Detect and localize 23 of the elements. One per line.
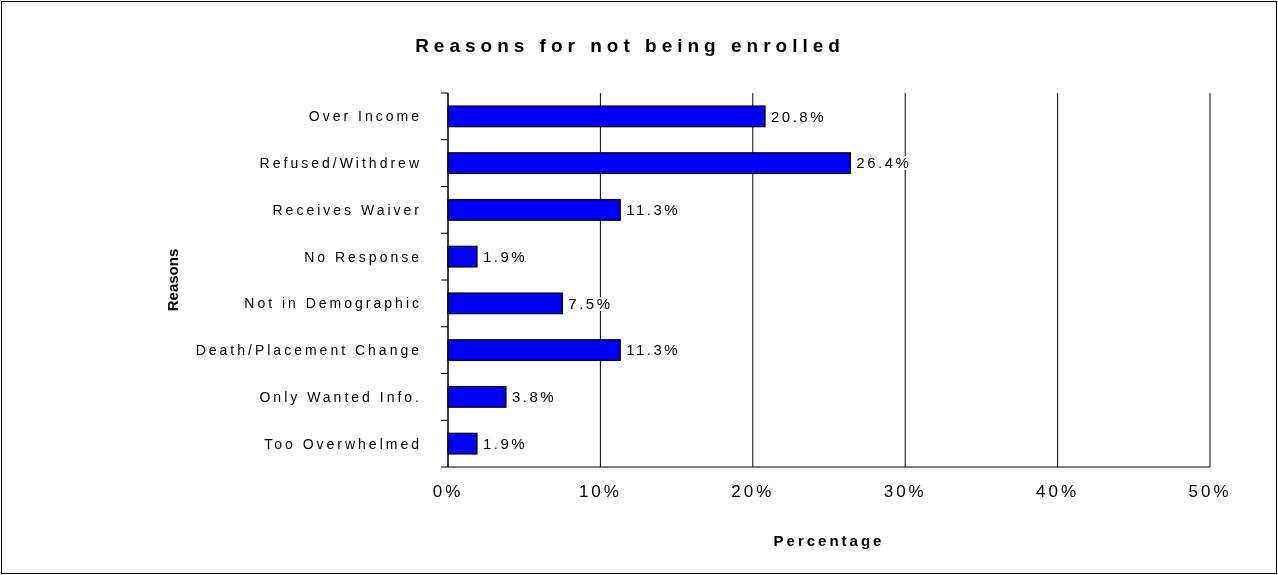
x-tick-label: 0% bbox=[432, 482, 464, 501]
y-tick-label: Death/Placement Change bbox=[195, 342, 422, 359]
data-label: 11.3% bbox=[626, 201, 681, 219]
y-tick-label: Too Overwhelmed bbox=[264, 435, 422, 452]
y-tick-label: Receives Waiver bbox=[272, 201, 422, 218]
x-tick-label: 30% bbox=[883, 482, 927, 501]
data-label: 11.3% bbox=[626, 341, 681, 359]
y-tick-label: Not in Demographic bbox=[244, 295, 422, 312]
y-tick-label: No Response bbox=[304, 248, 422, 265]
data-label: 1.9% bbox=[482, 434, 528, 452]
data-label: 3.8% bbox=[511, 388, 557, 406]
y-tick-label: Over Income bbox=[308, 108, 422, 125]
x-axis-title: Percentage bbox=[773, 532, 885, 549]
chart-title: Reasons for not being enrolled bbox=[415, 35, 845, 56]
y-axis-title: Reasons bbox=[164, 248, 181, 312]
data-label: 20.8% bbox=[770, 107, 827, 125]
y-tick-label: Refused/Withdrew bbox=[259, 155, 422, 172]
x-tick-label: 10% bbox=[578, 482, 622, 501]
y-tick-label: Only Wanted Info. bbox=[259, 388, 422, 405]
x-tick-label: 50% bbox=[1188, 482, 1232, 501]
data-label: 1.9% bbox=[482, 247, 528, 265]
x-tick-label: 20% bbox=[731, 482, 775, 501]
x-tick-label: 40% bbox=[1036, 482, 1080, 501]
